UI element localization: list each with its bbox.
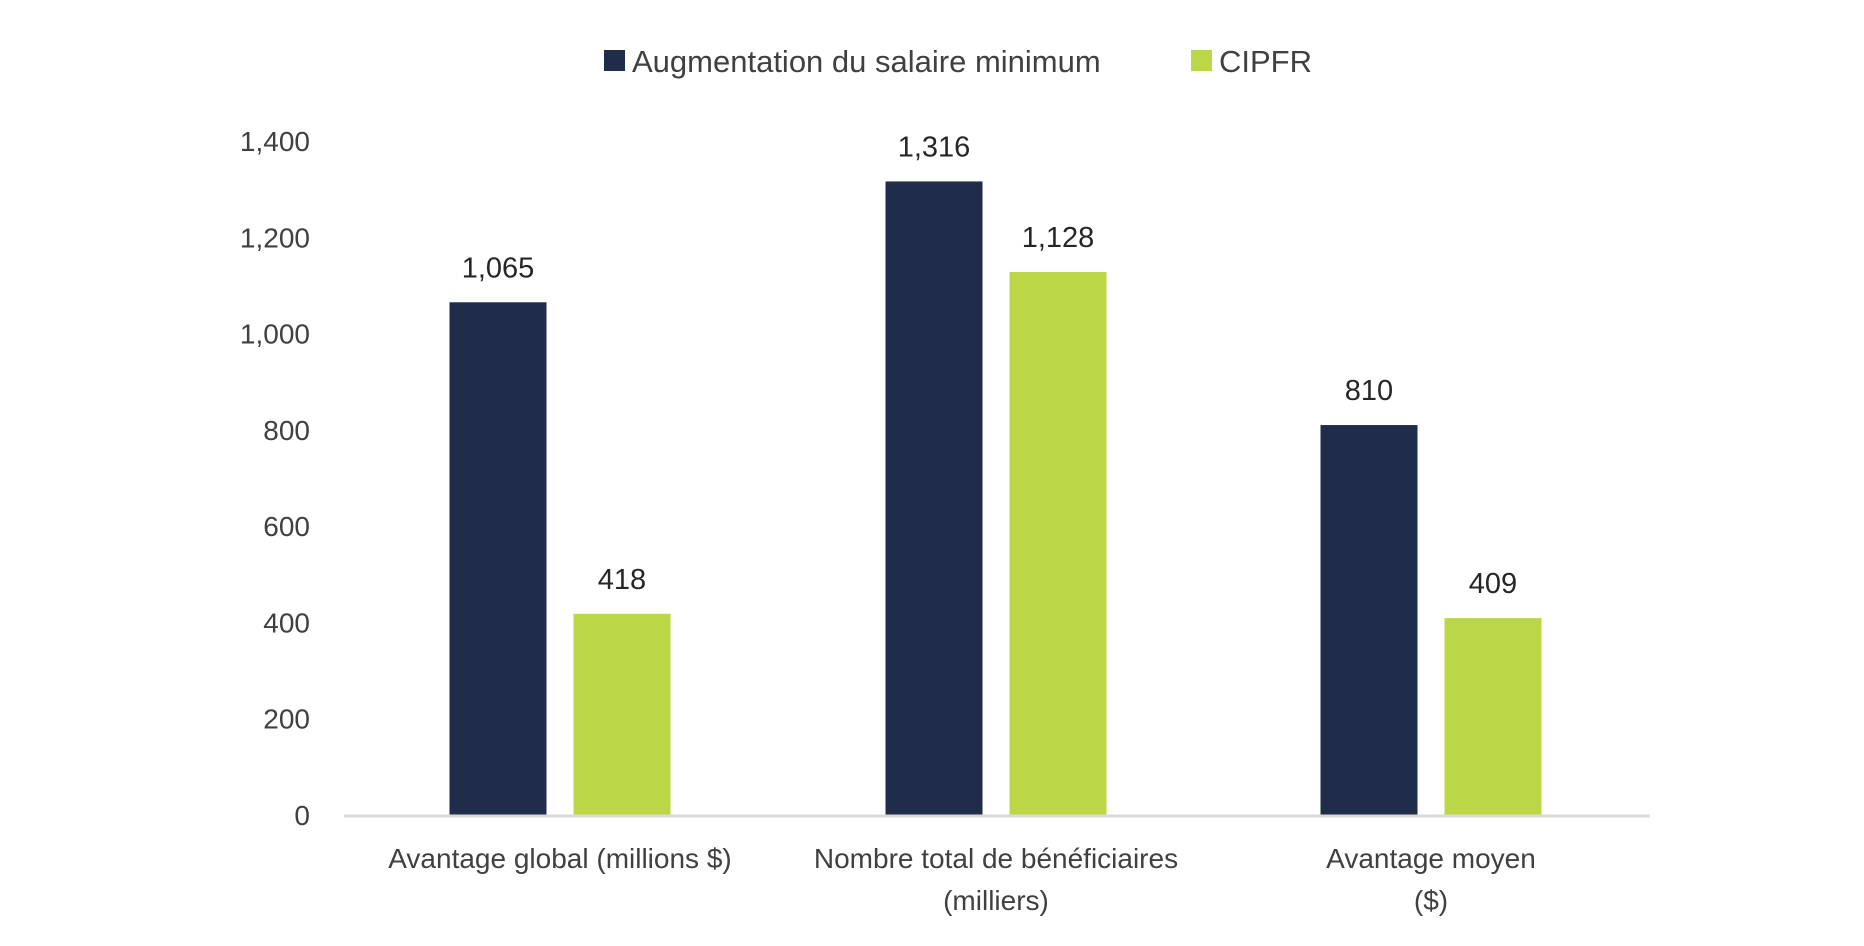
data-label: 418: [598, 564, 646, 596]
x-category-label: ($): [1414, 885, 1448, 916]
legend: Augmentation du salaire minimum CIPFR: [604, 44, 1312, 79]
data-label: 1,316: [898, 131, 971, 163]
y-tick-label: 400: [263, 607, 310, 638]
bar: [1320, 425, 1418, 815]
x-category-label: Avantage moyen: [1326, 843, 1536, 874]
x-category-label: (milliers): [943, 885, 1049, 916]
data-label: 1,065: [462, 252, 535, 284]
bar: [885, 181, 983, 815]
bar: [449, 302, 547, 815]
x-category-label: Avantage global (millions $): [388, 843, 731, 874]
data-label: 409: [1469, 568, 1517, 600]
data-label: 810: [1345, 375, 1393, 407]
bar: [573, 613, 671, 815]
y-tick-label: 1,000: [240, 319, 310, 350]
y-tick-label: 800: [263, 415, 310, 446]
bars: [449, 181, 1542, 815]
legend-swatch: [604, 50, 625, 71]
data-label: 1,128: [1022, 222, 1095, 254]
y-tick-label: 1,200: [240, 222, 310, 253]
y-tick-label: 200: [263, 704, 310, 735]
data-labels: 1,065 418 1,316 1,128 810 409: [462, 131, 1517, 600]
bar: [1009, 271, 1107, 815]
legend-label: CIPFR: [1219, 44, 1312, 79]
bar: [1444, 618, 1542, 815]
x-category-label: Nombre total de bénéficiaires: [814, 843, 1178, 874]
y-axis: 0 200 400 600 800 1,000 1,200 1,400: [240, 126, 310, 831]
y-tick-label: 0: [294, 800, 310, 831]
legend-swatch: [1191, 50, 1212, 71]
x-axis: Avantage global (millions $) Nombre total…: [344, 814, 1650, 916]
legend-label: Augmentation du salaire minimum: [632, 44, 1101, 79]
y-tick-label: 1,400: [240, 126, 310, 157]
y-tick-label: 600: [263, 511, 310, 542]
